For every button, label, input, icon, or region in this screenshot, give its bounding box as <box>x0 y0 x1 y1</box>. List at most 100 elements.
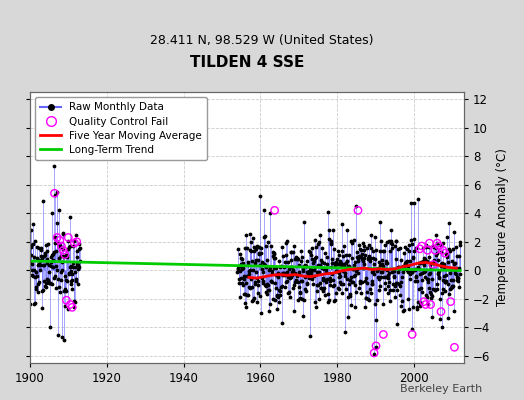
Point <box>270 255 279 261</box>
Point <box>320 285 329 292</box>
Point <box>439 261 447 267</box>
Point <box>436 241 444 248</box>
Point <box>439 240 447 246</box>
Point <box>378 269 386 275</box>
Point <box>434 275 443 282</box>
Point <box>34 288 42 295</box>
Point <box>67 268 75 274</box>
Point <box>366 232 375 238</box>
Point <box>346 276 355 283</box>
Point <box>236 251 244 258</box>
Point <box>336 257 344 264</box>
Point <box>446 266 455 272</box>
Point <box>243 292 252 298</box>
Point <box>344 313 352 320</box>
Point <box>328 271 336 277</box>
Point <box>334 286 343 292</box>
Point <box>66 264 74 270</box>
Point <box>387 241 396 247</box>
Point <box>412 274 421 280</box>
Point <box>241 291 249 298</box>
Point <box>328 240 336 247</box>
Point <box>70 240 79 246</box>
Point <box>308 276 316 282</box>
Point <box>258 259 267 266</box>
Point <box>434 271 443 278</box>
Point <box>348 279 356 286</box>
Point <box>450 308 458 314</box>
Point <box>378 300 387 307</box>
Point <box>302 280 311 286</box>
Point <box>281 284 289 290</box>
Point <box>421 301 430 308</box>
Point <box>252 246 260 252</box>
Point <box>255 244 263 251</box>
Point <box>271 297 279 304</box>
Point <box>35 279 43 286</box>
Point <box>238 256 246 262</box>
Point <box>317 285 325 291</box>
Point <box>37 245 45 251</box>
Point <box>374 266 382 272</box>
Point <box>347 240 356 247</box>
Point <box>279 270 288 277</box>
Point <box>309 260 318 267</box>
Point <box>299 266 307 272</box>
Point <box>322 279 330 285</box>
Point <box>431 247 440 254</box>
Point <box>332 258 340 265</box>
Point <box>373 297 381 303</box>
Point <box>262 242 270 249</box>
Point <box>363 289 371 296</box>
Point <box>442 278 450 284</box>
Point <box>34 262 42 268</box>
Point <box>350 272 358 279</box>
Point <box>413 278 421 284</box>
Point <box>433 256 442 263</box>
Point <box>447 284 455 291</box>
Point <box>416 246 424 252</box>
Point <box>405 242 413 248</box>
Point <box>281 279 290 285</box>
Point <box>383 238 391 245</box>
Point <box>321 276 329 283</box>
Point <box>390 273 398 280</box>
Point <box>339 268 347 274</box>
Point <box>261 282 270 289</box>
Point <box>72 278 80 284</box>
Point <box>27 244 35 250</box>
Point <box>290 279 299 285</box>
Point <box>286 274 294 281</box>
Point <box>448 284 456 290</box>
Point <box>422 294 431 300</box>
Point <box>295 284 303 290</box>
Point <box>358 258 367 264</box>
Point <box>297 258 305 264</box>
Point <box>47 254 55 260</box>
Point <box>29 241 38 248</box>
Point <box>255 250 264 256</box>
Point <box>313 268 322 275</box>
Point <box>32 244 41 250</box>
Point <box>372 343 380 349</box>
Point <box>53 220 62 226</box>
Point <box>75 245 84 252</box>
Point <box>68 304 77 310</box>
Point <box>418 243 426 249</box>
Point <box>424 301 432 307</box>
Point <box>339 253 347 260</box>
Point <box>54 284 63 290</box>
Point <box>56 242 64 248</box>
Point <box>447 276 455 283</box>
Point <box>48 210 56 216</box>
Point <box>380 266 388 272</box>
Point <box>418 270 427 276</box>
Point <box>384 272 392 279</box>
Point <box>238 260 247 266</box>
Point <box>75 258 84 264</box>
Point <box>30 300 39 306</box>
Point <box>256 193 265 199</box>
Point <box>56 288 64 295</box>
Point <box>69 264 78 270</box>
Point <box>364 254 372 261</box>
